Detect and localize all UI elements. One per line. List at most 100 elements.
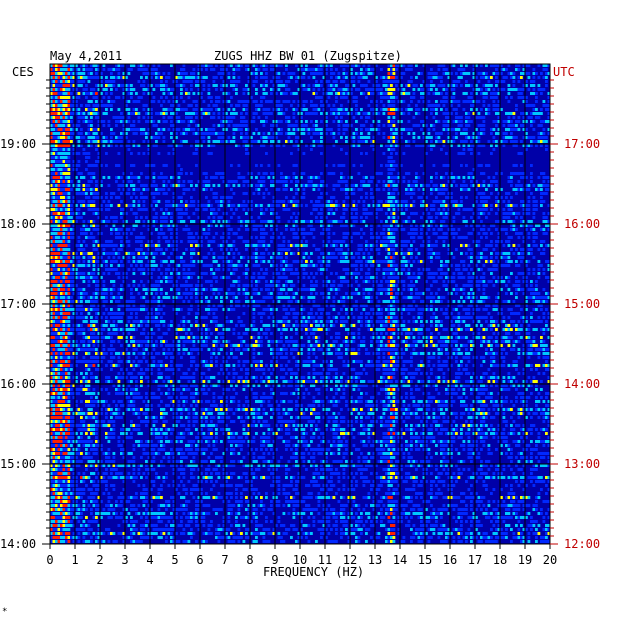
spectrogram-cell (515, 172, 518, 175)
spectrogram-cell (440, 220, 443, 223)
spectrogram-cell (202, 88, 206, 91)
spectrogram-cell (357, 244, 361, 247)
spectrogram-cell (387, 68, 391, 71)
spectrogram-cell (280, 268, 283, 271)
spectrogram-cell (62, 208, 66, 211)
spectrogram-cell (87, 104, 91, 107)
spectrogram-cell (232, 72, 236, 75)
spectrogram-cell (67, 252, 71, 255)
spectrogram-cell (422, 80, 426, 83)
spectrogram-cell (477, 216, 481, 219)
spectrogram-cell (55, 252, 58, 255)
spectrogram-cell (490, 224, 493, 227)
spectrogram-cell (507, 136, 511, 139)
spectrogram-cell (315, 176, 318, 179)
spectrogram-cell (237, 128, 241, 131)
spectrogram-cell (60, 68, 63, 71)
spectrogram-cell (90, 144, 93, 147)
spectrogram-cell (352, 80, 356, 83)
spectrogram-cell (432, 164, 436, 167)
spectrogram-cell (520, 176, 523, 179)
spectrogram-cell (372, 120, 376, 123)
spectrogram-cell (362, 72, 366, 75)
spectrogram-cell (472, 64, 476, 67)
spectrogram-cell (357, 88, 361, 91)
spectrogram-cell (460, 76, 463, 79)
spectrogram-cell (322, 252, 326, 255)
spectrogram-cell (375, 76, 378, 79)
spectrogram-cell (345, 128, 348, 131)
spectrogram-cell (142, 80, 146, 83)
spectrogram-cell (182, 268, 186, 271)
spectrogram-cell (210, 108, 213, 111)
spectrogram-cell (280, 176, 283, 179)
spectrogram-cell (475, 116, 478, 119)
spectrogram-cell (520, 204, 523, 207)
spectrogram-cell (270, 256, 273, 259)
spectrogram-cell (535, 112, 538, 115)
spectrogram-cell (365, 88, 368, 91)
spectrogram-cell (530, 116, 533, 119)
spectrogram-cell (510, 220, 513, 223)
spectrogram-cell (402, 92, 406, 95)
spectrogram-cell (62, 100, 66, 103)
spectrogram-cell (192, 212, 196, 215)
spectrogram-cell (475, 128, 478, 131)
spectrogram-cell (270, 92, 273, 95)
spectrogram-cell (525, 128, 528, 131)
spectrogram-cell (497, 116, 501, 119)
spectrogram-cell (407, 252, 411, 255)
spectrogram-cell (145, 264, 148, 267)
spectrogram-cell (525, 104, 528, 107)
spectrogram-cell (377, 180, 381, 183)
spectrogram-cell (545, 188, 548, 191)
spectrogram-cell (400, 260, 403, 263)
spectrogram-cell (65, 84, 68, 87)
spectrogram-cell (382, 152, 386, 155)
spectrogram-cell (272, 212, 276, 215)
spectrogram-cell (327, 224, 331, 227)
spectrogram-cell (67, 132, 71, 135)
spectrogram-cell (520, 124, 523, 127)
spectrogram-cell (480, 128, 483, 131)
spectrogram-cell (430, 192, 433, 195)
spectrogram-cell (150, 244, 153, 247)
spectrogram-cell (465, 136, 468, 139)
spectrogram-cell (480, 132, 483, 135)
spectrogram-cell (512, 224, 516, 227)
spectrogram-cell (465, 120, 468, 123)
spectrogram-cell (172, 224, 176, 227)
spectrogram-cell (77, 188, 81, 191)
spectrogram-cell (297, 260, 301, 263)
spectrogram-cell (382, 240, 386, 243)
spectrogram-cell (487, 196, 491, 199)
spectrogram-cell (325, 244, 328, 247)
spectrogram-cell (155, 76, 158, 79)
spectrogram-cell (510, 112, 513, 115)
spectrogram-cell (360, 68, 363, 71)
spectrogram-cell (92, 172, 96, 175)
spectrogram-cell (50, 108, 53, 111)
spectrogram-cell (410, 196, 413, 199)
spectrogram-cell (212, 76, 216, 79)
spectrogram-cell (105, 260, 108, 263)
spectrogram-cell (60, 224, 63, 227)
spectrogram-cell (340, 120, 343, 123)
spectrogram-cell (210, 268, 213, 271)
spectrogram-cell (482, 228, 486, 231)
spectrogram-cell (65, 240, 68, 243)
spectrogram-cell (120, 200, 123, 203)
spectrogram-cell (280, 260, 283, 263)
spectrogram-cell (155, 136, 158, 139)
spectrogram-cell (117, 84, 121, 87)
spectrogram-cell (152, 180, 156, 183)
spectrogram-cell (107, 204, 111, 207)
spectrogram-cell (205, 256, 208, 259)
spectrogram-cell (505, 128, 508, 131)
spectrogram-cell (377, 188, 381, 191)
spectrogram-cell (122, 180, 126, 183)
spectrogram-cell (50, 236, 53, 239)
spectrogram-cell (72, 228, 76, 231)
spectrogram-cell (515, 228, 518, 231)
spectrogram-cell (117, 196, 121, 199)
